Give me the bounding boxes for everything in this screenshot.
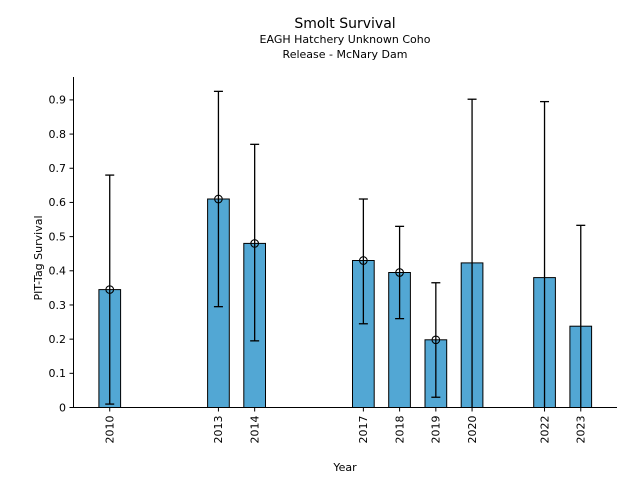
error-bars-layer (105, 90, 586, 408)
x-axis-label: Year (332, 461, 357, 474)
mean-marker-2019 (431, 335, 441, 345)
mean-marker-2018 (395, 268, 404, 277)
y-tick-label-0.1: 0.1 (49, 367, 67, 380)
chart-subtitle-line1: EAGH Hatchery Unknown Coho (260, 33, 431, 46)
y-tick-label-0: 0 (59, 401, 66, 414)
chart-title: Smolt Survival (294, 16, 395, 32)
y-tick-label-0.4: 0.4 (49, 265, 67, 278)
x-tick-label-2018: 2018 (393, 416, 406, 444)
x-tick-label-2010: 2010 (104, 416, 117, 444)
x-tick-label-2013: 2013 (212, 416, 225, 444)
y-tick-label-0.6: 0.6 (49, 196, 67, 209)
x-tick-label-2022: 2022 (538, 416, 551, 444)
x-tick-label-2020: 2020 (466, 416, 479, 444)
mean-marker-2017 (359, 256, 368, 265)
y-tick-label-0.7: 0.7 (49, 162, 67, 175)
y-tick-label-0.5: 0.5 (49, 230, 67, 243)
mean-marker-2013 (214, 194, 223, 204)
y-tick-label-0.8: 0.8 (49, 128, 67, 141)
mean-marker-2010 (105, 285, 115, 294)
x-tick-label-2019: 2019 (430, 416, 443, 444)
y-tick-label-0.9: 0.9 (49, 94, 67, 107)
y-tick-label-0.3: 0.3 (49, 299, 67, 312)
bars-layer (98, 198, 593, 409)
x-tick-label-2017: 2017 (357, 416, 370, 444)
ticks-layer: 2010 2013 2014 2017 2018 2019 2020 2022 2023 0 0.1… (49, 94, 588, 444)
chart-subtitle-line2: Release - McNary Dam (283, 48, 408, 61)
mean-marker-2014 (250, 239, 260, 248)
axes-layer (73, 77, 617, 408)
y-tick-label-0.2: 0.2 (49, 333, 67, 346)
y-axis-label: PIT-Tag Survival (32, 215, 45, 300)
x-tick-label-2014: 2014 (248, 416, 261, 444)
x-tick-label-2023: 2023 (575, 416, 588, 444)
